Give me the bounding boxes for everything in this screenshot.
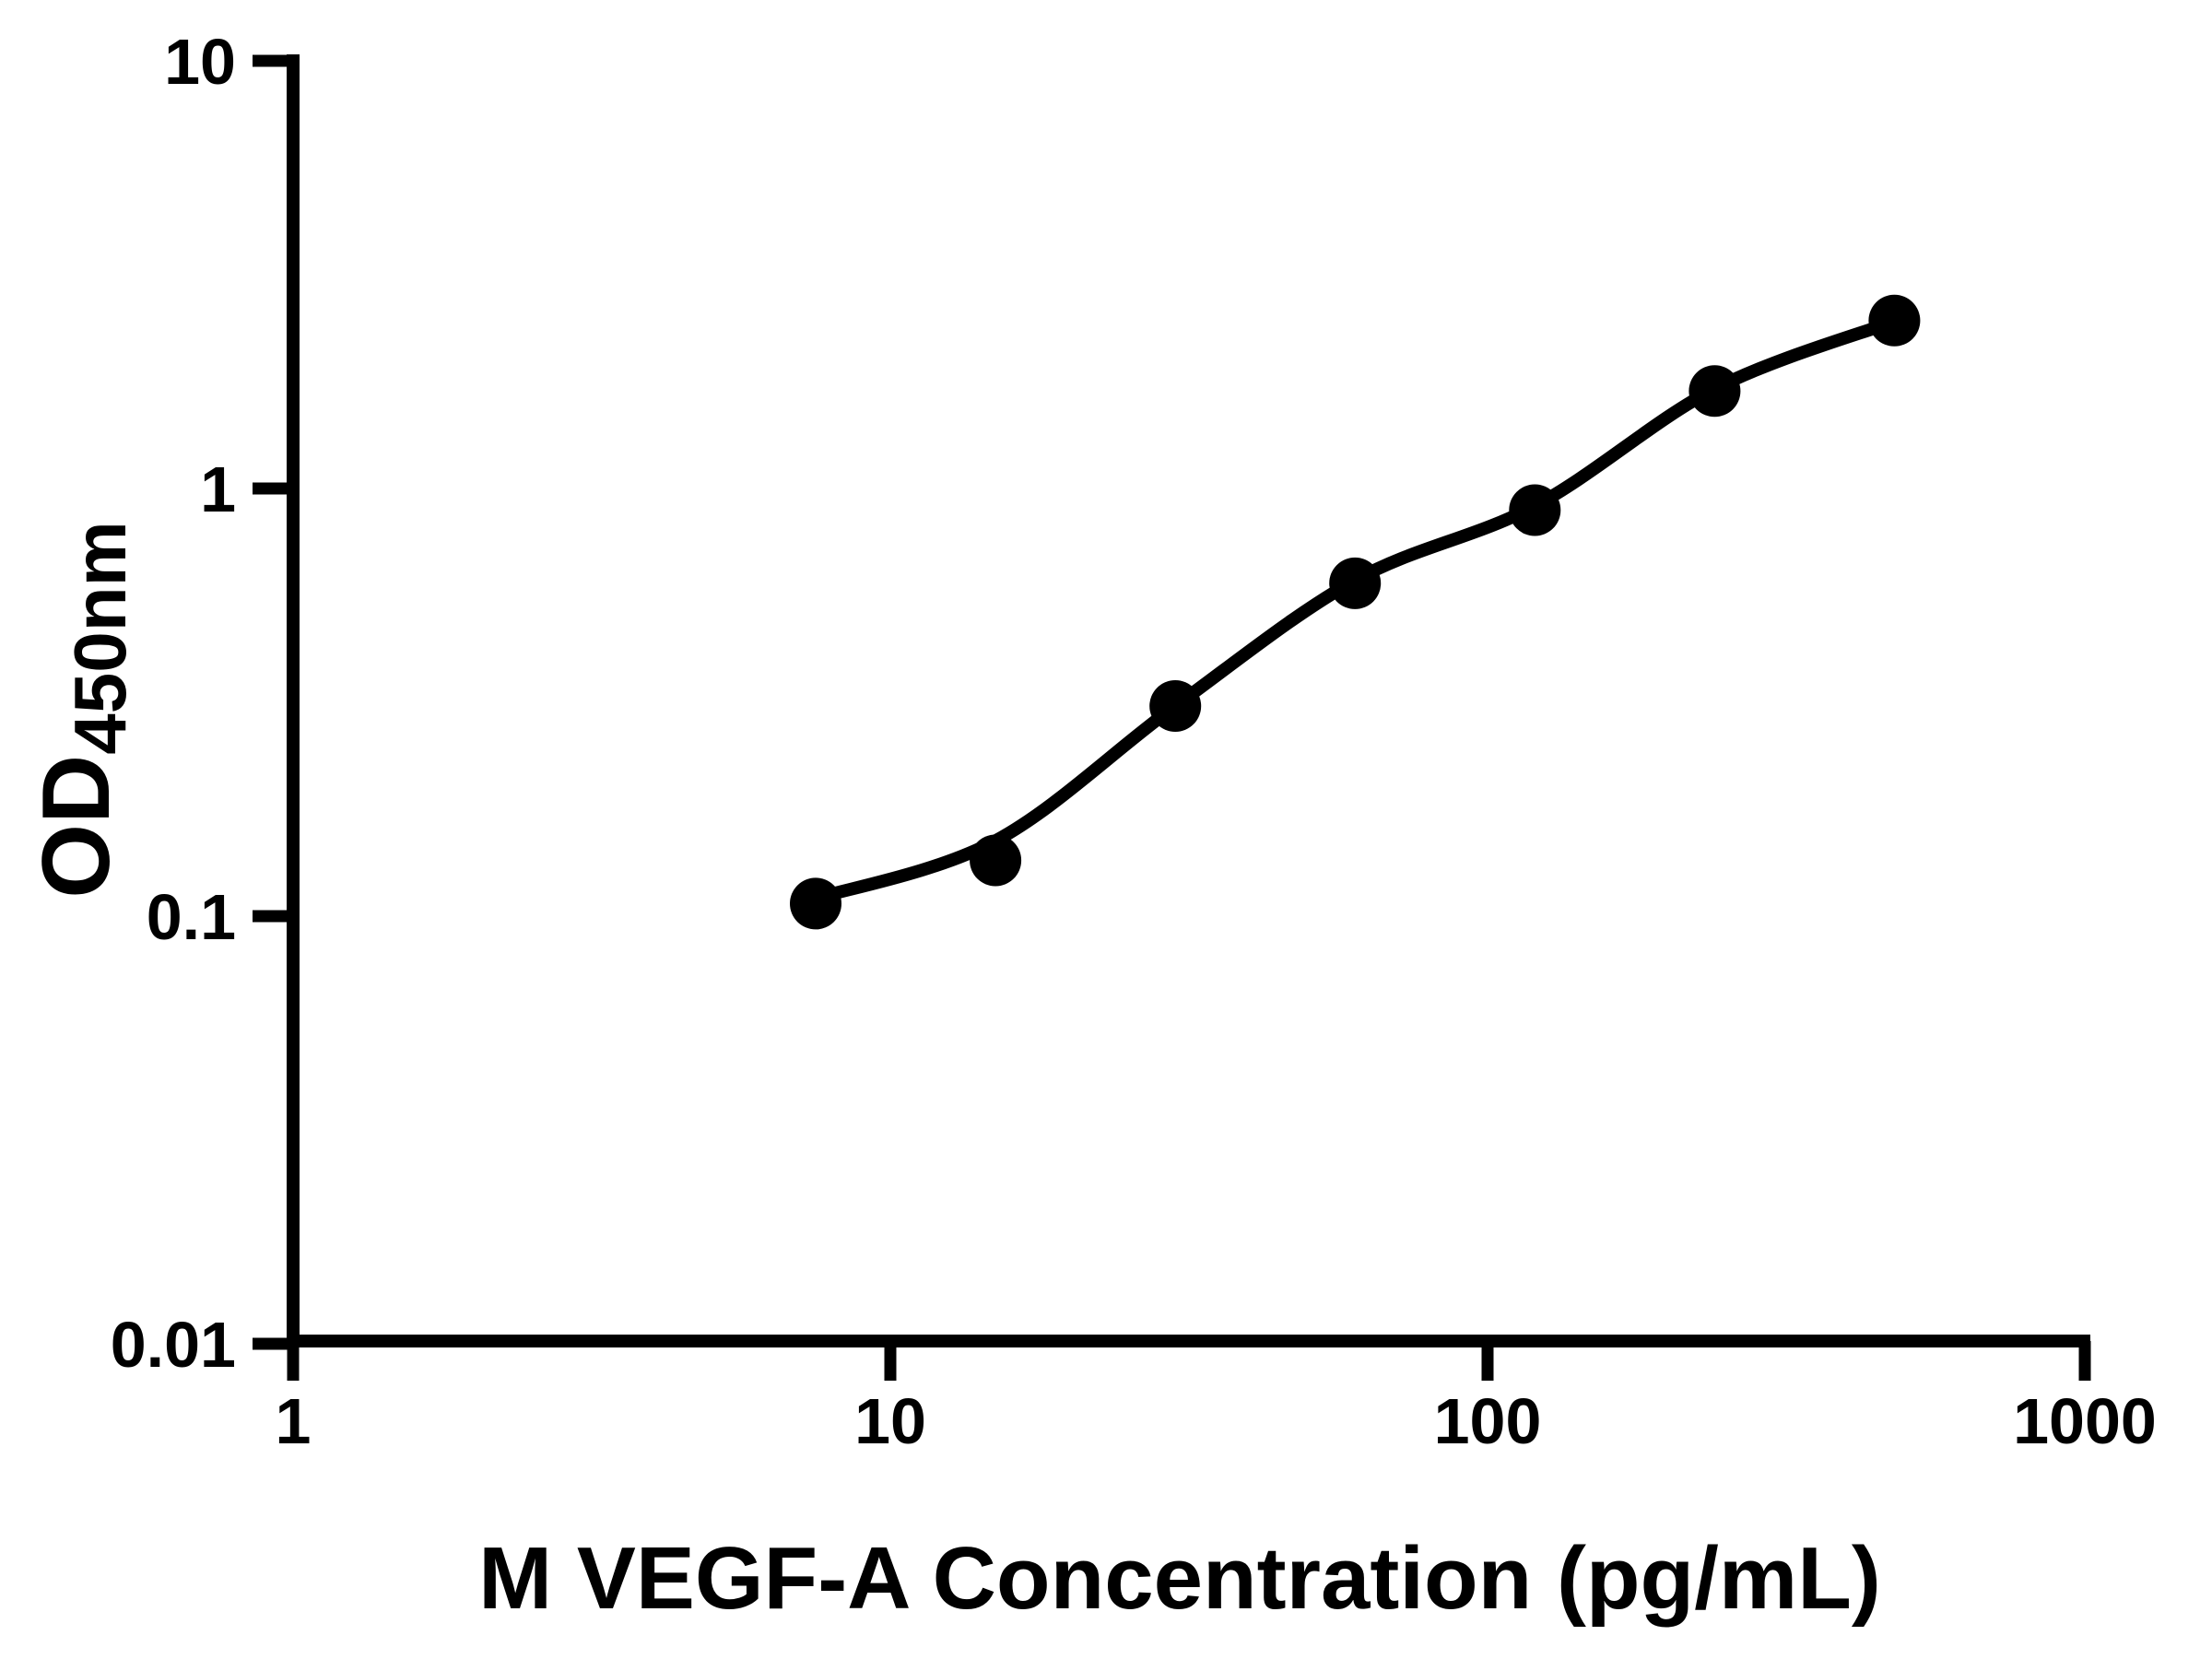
y-axis-title: OD450nm [23,521,141,898]
x-axis-title: M VEGF-A Concentration (pg/mL) [478,1529,1881,1628]
data-point [1868,294,1921,347]
y-tick-label: 0.1 [147,881,236,953]
y-tick-label: 0.01 [111,1309,236,1381]
y-axis-title-main: OD [23,755,130,899]
data-point [1149,680,1202,732]
y-tick-labels: 10 1 0.1 0.01 [111,26,236,1381]
x-tick-labels: 1 10 100 1000 [276,1385,2157,1457]
data-points [790,294,1921,930]
data-point [1509,484,1561,536]
y-tick-marks [253,54,293,1350]
data-point [970,834,1022,887]
y-tick-label: 10 [164,26,236,98]
data-point [1688,365,1741,418]
y-axis-title-sub: 450nm [59,521,141,754]
data-point [790,877,841,930]
x-tick-label: 1 [276,1385,312,1457]
x-tick-label: 10 [854,1385,926,1457]
x-tick-label: 100 [1434,1385,1542,1457]
data-point [1329,557,1382,609]
x-tick-label: 1000 [2013,1385,2157,1457]
x-tick-marks [287,1341,2091,1381]
y-tick-label: 1 [200,453,236,525]
